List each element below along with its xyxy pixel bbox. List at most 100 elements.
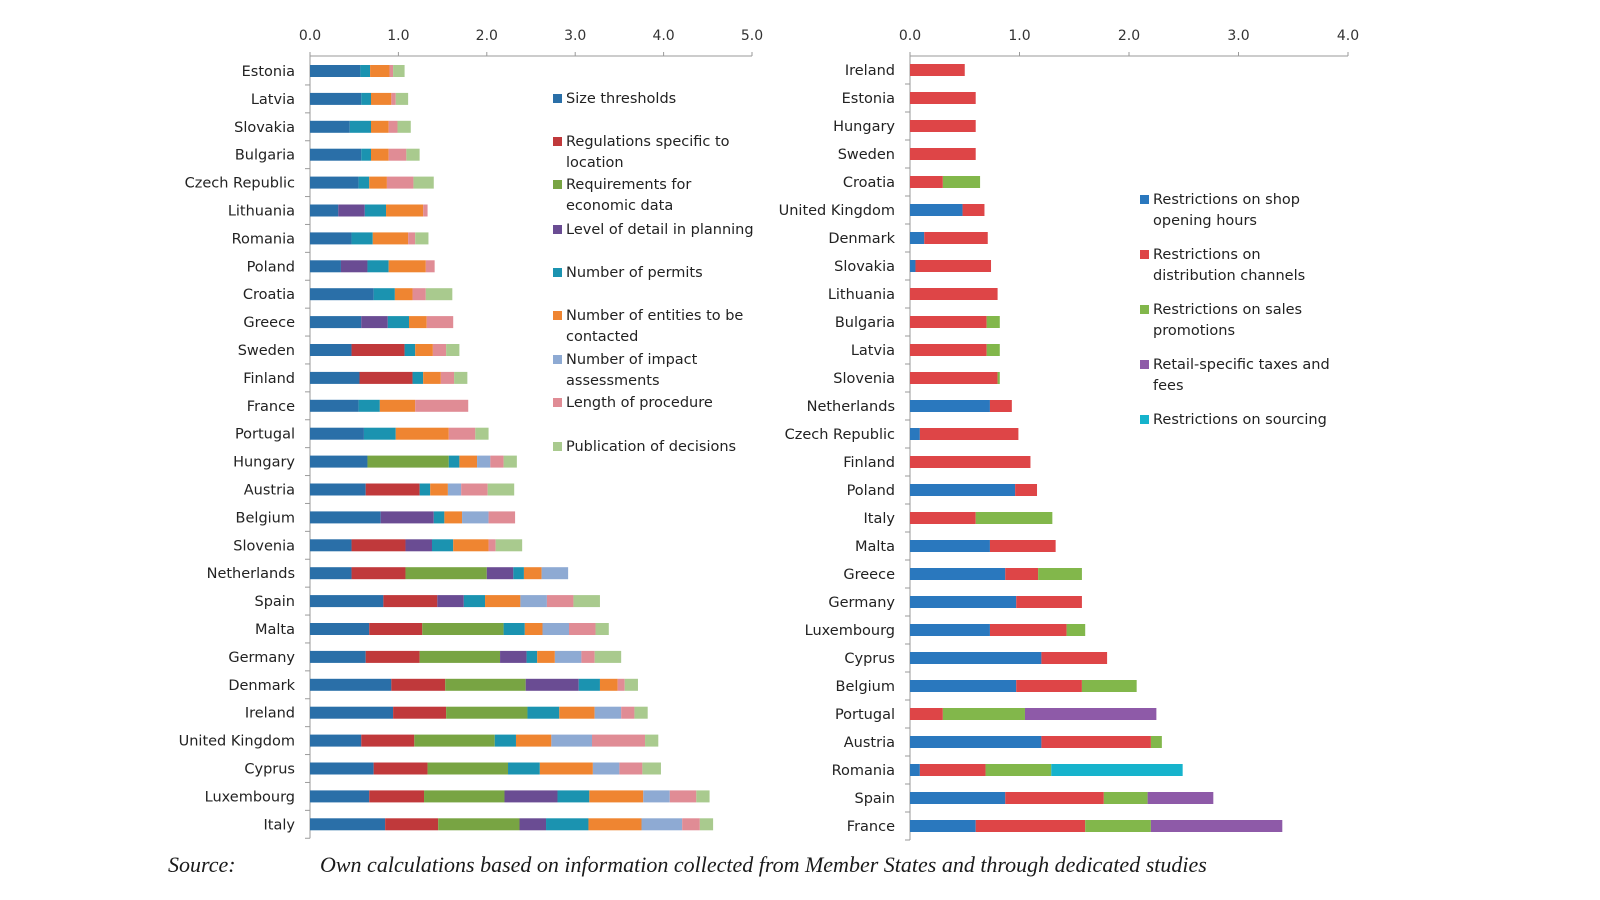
- left-bar-segment: [412, 288, 426, 301]
- left-bar-segment: [405, 567, 487, 580]
- right-bar-segment: [910, 288, 998, 300]
- left-bar-segment: [391, 678, 446, 691]
- right-bar-segment: [1147, 792, 1214, 804]
- left-bar-segment: [541, 567, 569, 580]
- left-bar-segment: [599, 678, 618, 691]
- left-bar-segment: [351, 232, 373, 245]
- left-bar-segment: [427, 762, 509, 775]
- right-category-label: United Kingdom: [779, 203, 895, 219]
- left-bar-segment: [409, 316, 427, 329]
- right-bar-segment: [989, 400, 1012, 412]
- left-bar-segment: [395, 427, 449, 440]
- left-bar-segment: [310, 818, 386, 831]
- left-bar-segment: [588, 818, 642, 831]
- right-bar-segment: [910, 792, 1006, 804]
- right-bar-segment: [1103, 792, 1148, 804]
- right-bar-segment: [1051, 764, 1183, 776]
- right-bar-segment: [989, 540, 1056, 552]
- left-bar-segment: [310, 734, 362, 747]
- right-legend-swatch: [1140, 360, 1149, 369]
- right-bar-segment: [910, 344, 987, 356]
- left-bar-segment: [310, 344, 352, 356]
- right-bar-segment: [997, 372, 1000, 384]
- left-bar-segment: [359, 371, 413, 384]
- left-bar-segment: [351, 539, 406, 552]
- left-category-label: Sweden: [238, 343, 295, 359]
- left-legend-swatch: [553, 398, 562, 407]
- left-category-label: Luxembourg: [205, 789, 295, 805]
- right-legend-swatch: [1140, 415, 1149, 424]
- right-bar-segment: [1041, 736, 1151, 748]
- left-bar-segment: [619, 762, 643, 775]
- left-bar-segment: [508, 762, 540, 775]
- left-bar-segment: [515, 734, 552, 747]
- left-x-tick-label: 2.0: [476, 28, 498, 44]
- left-legend-label: Regulations specific to: [566, 134, 730, 150]
- left-category-label: Denmark: [228, 678, 295, 694]
- left-bar-segment: [310, 483, 366, 496]
- right-bar-segment: [910, 540, 990, 552]
- left-bar-segment: [431, 539, 454, 552]
- right-bar-segment: [910, 624, 990, 636]
- right-legend-swatch: [1140, 195, 1149, 204]
- left-bar-segment: [539, 762, 593, 775]
- left-bar-segment: [485, 595, 521, 608]
- right-legend-label: Restrictions on shop: [1153, 192, 1300, 208]
- left-bar-segment: [414, 734, 495, 747]
- left-bar-segment: [430, 483, 448, 496]
- left-legend-swatch: [553, 94, 562, 103]
- right-bar-segment: [910, 400, 990, 412]
- left-bar-segment: [365, 483, 420, 496]
- left-bar-segment: [423, 204, 428, 217]
- left-x-tick-label: 3.0: [564, 28, 586, 44]
- left-bar-segment: [537, 650, 555, 663]
- right-legend-label: Restrictions on sales: [1153, 302, 1302, 318]
- left-bar-segment: [373, 288, 395, 301]
- left-bar-segment: [573, 595, 600, 608]
- left-bar-segment: [310, 595, 384, 608]
- right-category-label: Germany: [828, 595, 895, 611]
- left-legend-label: Requirements for: [566, 177, 691, 193]
- right-bar-segment: [910, 372, 998, 384]
- left-bar-segment: [310, 511, 381, 524]
- right-bar-segment: [910, 316, 987, 328]
- left-category-label: France: [247, 399, 295, 415]
- left-bar-segment: [446, 706, 528, 719]
- left-bar-segment: [500, 650, 527, 663]
- left-bar-segment: [477, 455, 491, 468]
- left-category-label: Netherlands: [207, 566, 295, 582]
- right-x-tick-label: 3.0: [1227, 28, 1249, 44]
- left-category-label: Finland: [243, 371, 295, 387]
- left-bar-segment: [554, 650, 582, 663]
- right-bar-segment: [910, 512, 976, 524]
- right-bar-segment: [910, 120, 976, 132]
- left-bar-segment: [459, 455, 478, 468]
- right-category-label: Finland: [843, 455, 895, 471]
- left-bar-segment: [559, 706, 595, 719]
- left-bar-segment: [372, 232, 409, 245]
- right-bar-segment: [1024, 708, 1157, 720]
- right-bar-segment: [975, 820, 1086, 832]
- left-bar-segment: [340, 260, 368, 273]
- right-bar-segment: [910, 204, 963, 216]
- left-legend-swatch: [553, 137, 562, 146]
- right-bar-segment: [1015, 484, 1038, 496]
- right-legend-swatch: [1140, 305, 1149, 314]
- source-label: Source:: [168, 852, 236, 877]
- right-bar-segment: [910, 708, 943, 720]
- right-legend-label: distribution channels: [1153, 268, 1305, 284]
- left-bar-segment: [594, 650, 622, 663]
- left-bar-segment: [393, 706, 447, 719]
- left-bar-segment: [696, 790, 710, 803]
- left-bar-segment: [361, 148, 371, 161]
- left-bar-segment: [519, 818, 547, 831]
- left-legend-swatch: [553, 180, 562, 189]
- right-category-label: Spain: [854, 791, 895, 807]
- left-bar-segment: [415, 399, 469, 412]
- left-bar-segment: [422, 623, 504, 635]
- right-bar-segment: [924, 232, 988, 244]
- left-bar-segment: [503, 623, 525, 635]
- right-bar-segment: [910, 232, 925, 244]
- right-legend-label: Restrictions on sourcing: [1153, 412, 1327, 428]
